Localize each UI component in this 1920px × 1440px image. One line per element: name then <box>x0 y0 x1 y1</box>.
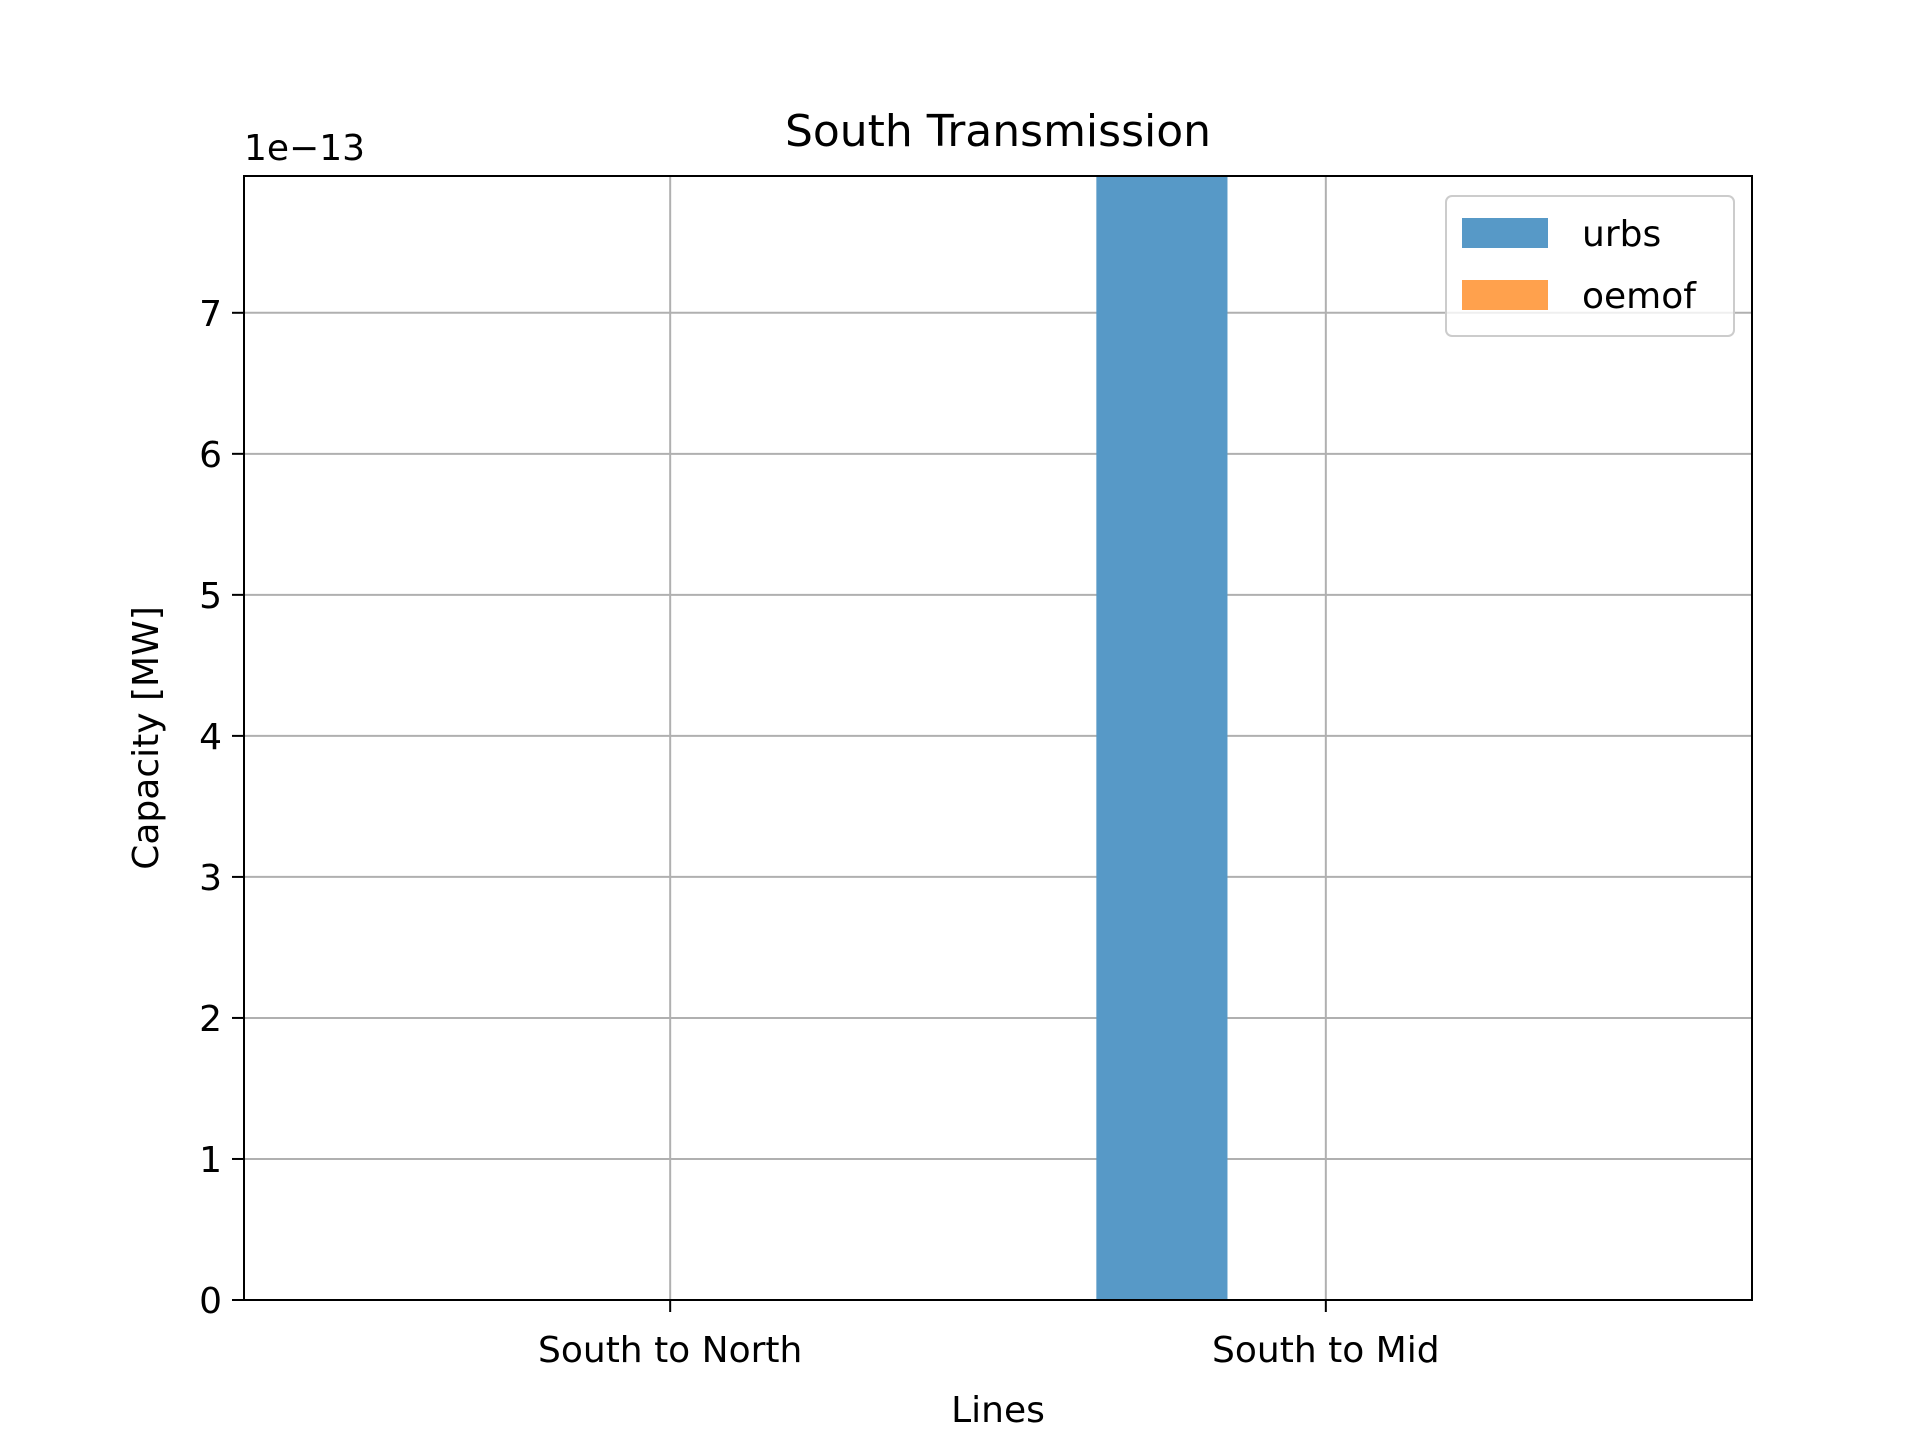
y-tick-label: 2 <box>199 999 222 1040</box>
y-tick-label: 4 <box>199 717 222 758</box>
y-tick-label: 0 <box>199 1281 222 1322</box>
x-axis-label: Lines <box>951 1390 1045 1431</box>
bars <box>1096 176 1228 1300</box>
legend-swatch-urbs <box>1462 218 1548 248</box>
chart-title: South Transmission <box>785 106 1211 157</box>
ticks: 0 1 2 3 4 5 6 7 South to North South to Mid <box>199 294 1440 1371</box>
grid <box>244 176 1752 1301</box>
legend-swatch-oemof <box>1462 280 1548 310</box>
y-tick-label: 5 <box>199 576 222 617</box>
legend: urbs oemof <box>1445 195 1735 337</box>
plot-area <box>244 176 1752 1300</box>
legend-label-oemof: oemof <box>1582 276 1697 317</box>
x-tick-label: South to North <box>538 1330 802 1371</box>
y-axis-offset-text: 1e−13 <box>244 128 365 169</box>
y-tick-label: 6 <box>199 435 222 476</box>
y-tick-label: 7 <box>199 294 222 335</box>
y-tick-label: 3 <box>199 858 222 899</box>
y-axis-label: Capacity [MW] <box>126 606 167 870</box>
y-tick-label: 1 <box>199 1140 222 1181</box>
x-tick-label: South to Mid <box>1212 1330 1440 1371</box>
bar-urbs-1 <box>1096 176 1228 1300</box>
legend-label-urbs: urbs <box>1582 214 1661 255</box>
plot-frame <box>243 175 1753 1301</box>
